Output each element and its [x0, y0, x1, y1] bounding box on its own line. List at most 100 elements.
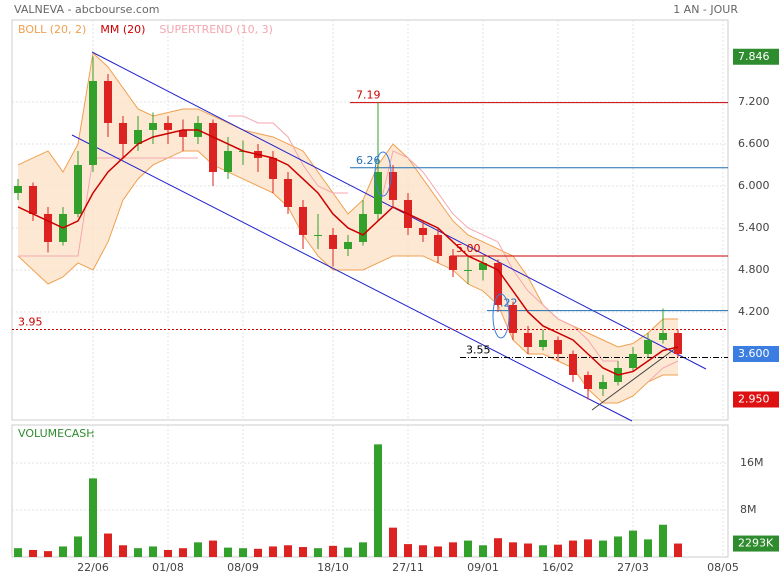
candle-body — [179, 129, 187, 137]
level-label: 6.26 — [356, 154, 381, 167]
candle-body — [599, 381, 607, 389]
volume-bar — [29, 549, 37, 557]
legend-entry: MM (20) — [100, 23, 145, 36]
candle-body — [374, 171, 382, 214]
y-tick-label: 6.000 — [738, 179, 770, 192]
volume-bar — [209, 540, 217, 557]
candle-body — [524, 332, 532, 347]
x-tick-label: 16/02 — [542, 561, 574, 574]
volume-bar — [14, 548, 22, 557]
period: 1 AN - JOUR — [673, 3, 738, 16]
level-label: 3.95 — [18, 315, 43, 328]
x-tick-label: 27/11 — [392, 561, 424, 574]
candle-body — [224, 150, 232, 172]
candle-body — [569, 353, 577, 375]
level-label: 7.19 — [356, 89, 381, 102]
candle-body — [359, 213, 367, 242]
volume-bar — [59, 546, 67, 557]
volume-bar — [119, 545, 127, 557]
x-tick-label: 08/05 — [707, 561, 739, 574]
volume-bar — [149, 546, 157, 557]
x-tick-label: 01/08 — [152, 561, 184, 574]
candle-body — [119, 122, 127, 144]
volume-title: VOLUMECASH — [18, 427, 95, 440]
volume-bar — [449, 542, 457, 557]
candle-body — [164, 122, 172, 130]
candle-body — [674, 332, 682, 354]
y-tick-label: 6.600 — [738, 137, 770, 150]
y-tick-label: 4.800 — [738, 263, 770, 276]
volume-bar — [434, 546, 442, 557]
x-tick-label: 08/09 — [227, 561, 259, 574]
candle-body — [74, 164, 82, 214]
candle-body — [14, 185, 22, 193]
legend-entry: BOLL (20, 2) — [18, 23, 86, 36]
price-frame — [11, 19, 729, 421]
volume-bar — [359, 542, 367, 557]
candle-body — [449, 255, 457, 270]
volume-bar — [239, 548, 247, 557]
candle-body — [299, 206, 307, 235]
x-tick-label: 09/01 — [467, 561, 499, 574]
volume-bar — [284, 545, 292, 557]
candle-body — [479, 262, 487, 270]
volume-bar — [269, 546, 277, 557]
y-tick-label: 16M — [740, 456, 764, 469]
candle-body — [464, 269, 472, 271]
volume-bar — [104, 533, 112, 557]
volume-bar — [479, 545, 487, 557]
candle-body — [509, 304, 517, 333]
candle-body — [629, 353, 637, 368]
candle-body — [89, 80, 97, 165]
price-box — [733, 391, 779, 408]
annotation-ellipse — [492, 293, 510, 339]
level-label: 5.00 — [456, 242, 481, 255]
moving-average — [17, 129, 679, 376]
volume-bar — [494, 538, 502, 557]
volume-bar — [659, 524, 667, 557]
price-box — [733, 48, 779, 65]
trend-channel — [71, 134, 633, 422]
candle-body — [269, 157, 277, 179]
y-tick-label: 5.400 — [738, 221, 770, 234]
volume-bar — [329, 545, 337, 557]
trend-line — [591, 344, 681, 411]
volume-bar — [629, 530, 637, 557]
bollinger-lower — [17, 150, 678, 404]
volume-bar — [179, 548, 187, 557]
volume-bar — [584, 539, 592, 557]
candle-body — [434, 234, 442, 256]
legend-entry: SUPERTREND (10, 3) — [159, 23, 273, 36]
volume-bar — [374, 444, 382, 557]
volume-bar — [404, 544, 412, 557]
candle-body — [329, 234, 337, 249]
candle-body — [209, 122, 217, 172]
volume-bar — [389, 527, 397, 557]
page-title: VALNEVA - abcbourse.com — [14, 3, 159, 16]
candle-body — [314, 234, 322, 236]
candle-body — [419, 227, 427, 235]
volume-bar — [194, 542, 202, 557]
volume-bar — [254, 548, 262, 557]
volume-bar — [569, 540, 577, 557]
volume-bar — [464, 540, 472, 557]
volume-bar — [224, 547, 232, 557]
candle-body — [539, 339, 547, 347]
candle-body — [389, 171, 397, 200]
volume-bar — [419, 545, 427, 557]
x-tick-label: 27/03 — [617, 561, 649, 574]
price-box-label: 3.600 — [738, 347, 770, 360]
candle-body — [149, 122, 157, 130]
level-label: 3.55 — [466, 343, 491, 356]
volume-bar — [554, 544, 562, 557]
price-box — [733, 345, 779, 362]
annotation-ellipse — [374, 151, 392, 197]
price-box-label: 7.846 — [738, 50, 770, 63]
supertrend-line — [18, 115, 679, 383]
volume-bar — [509, 542, 517, 557]
candle-body — [644, 339, 652, 354]
volume-bar — [134, 548, 142, 557]
volume-bar — [524, 543, 532, 557]
candle-body — [104, 80, 112, 123]
